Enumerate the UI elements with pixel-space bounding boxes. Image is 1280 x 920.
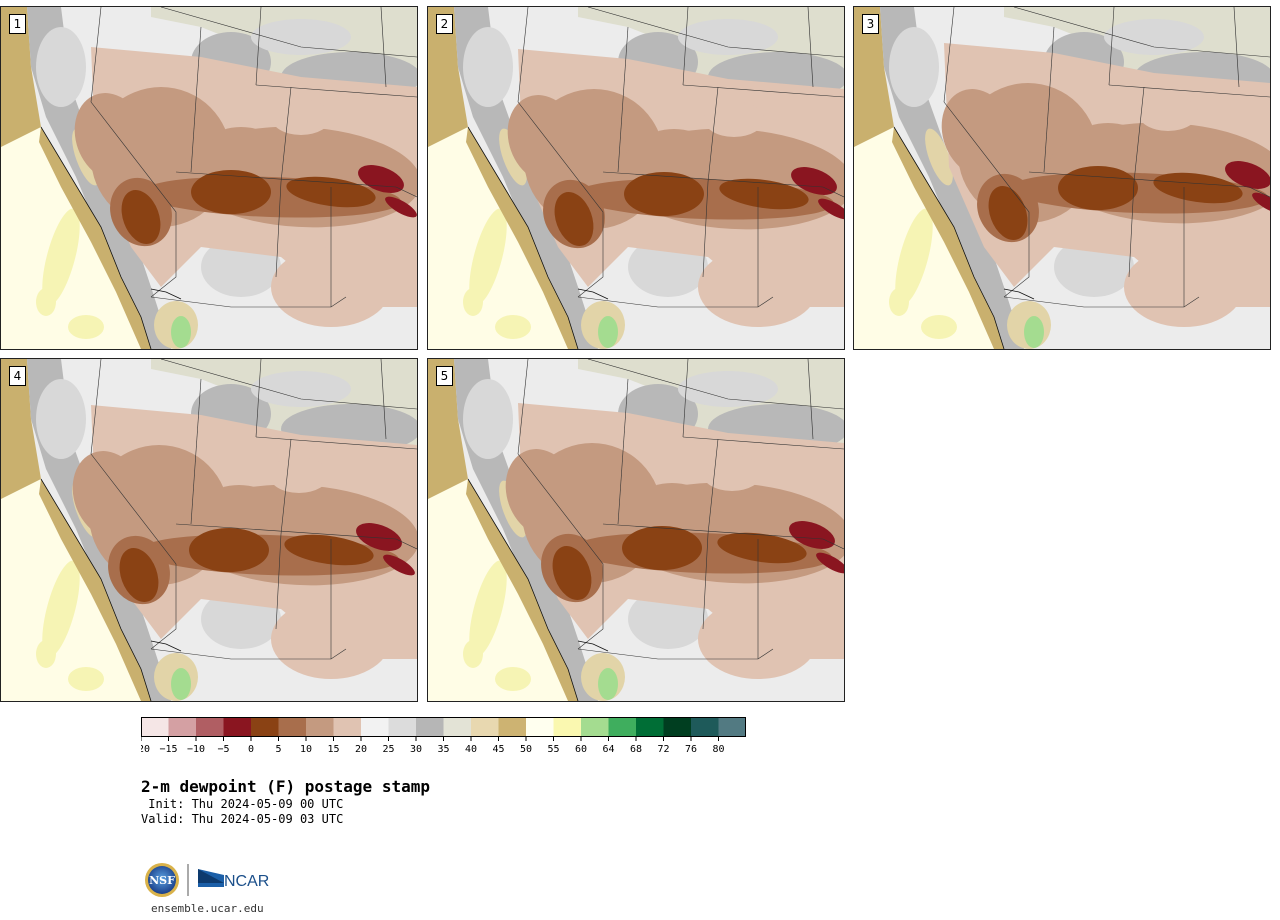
- panel-number: 1: [9, 14, 26, 34]
- nsf-logo-text: NSF: [149, 874, 175, 887]
- colorbar-tick-label: 64: [602, 744, 614, 755]
- panel-number: 3: [862, 14, 879, 34]
- colorbar-tick-label: 5: [275, 744, 281, 755]
- colorbar-tick-label: −10: [187, 744, 205, 755]
- map-panel-2: 2: [427, 6, 845, 350]
- colorbar-tick-label: 50: [520, 744, 532, 755]
- colorbar-segment: [278, 717, 306, 737]
- colorbar-segment: [581, 717, 609, 737]
- colorbar-segment: [663, 717, 691, 737]
- colorbar-tick-label: 10: [300, 744, 312, 755]
- colorbar-tick-label: −15: [159, 744, 177, 755]
- colorbar-segment: [223, 717, 251, 737]
- colorbar-tick-label: 55: [547, 744, 559, 755]
- ncar-logo-icon: NCAR: [198, 869, 269, 890]
- dewpoint-map: [428, 359, 844, 701]
- dewpoint-map: [854, 7, 1270, 349]
- colorbar-segment: [691, 717, 719, 737]
- colorbar-tick-label: 60: [575, 744, 587, 755]
- colorbar-tick-label: 30: [410, 744, 422, 755]
- colorbar-segment: [196, 717, 224, 737]
- colorbar-tick-label: 45: [492, 744, 504, 755]
- colorbar-tick-label: 15: [327, 744, 339, 755]
- colorbar-tick-label: 0: [248, 744, 254, 755]
- panel-number: 2: [436, 14, 453, 34]
- site-url: ensemble.ucar.edu: [151, 902, 264, 915]
- dewpoint-map: [428, 7, 844, 349]
- dewpoint-map: [1, 7, 417, 349]
- colorbar-segment: [333, 717, 361, 737]
- nsf-ncar-logo: NSF NCAR: [145, 863, 269, 897]
- colorbar-tick-label: −20: [141, 744, 150, 755]
- colorbar-segment: [498, 717, 526, 737]
- colorbar-tick-label: 40: [465, 744, 477, 755]
- nsf-seal-icon: NSF: [145, 863, 179, 897]
- colorbar-tick-label: 35: [437, 744, 449, 755]
- init-time: Init: Thu 2024-05-09 00 UTC: [141, 797, 344, 811]
- colorbar-segment: [636, 717, 664, 737]
- colorbar-segment: [526, 717, 554, 737]
- colorbar-segment: [443, 717, 471, 737]
- map-panel-1: 1: [0, 6, 418, 350]
- colorbar-tick-label: 68: [630, 744, 642, 755]
- colorbar-segment: [251, 717, 279, 737]
- colorbar-segment: [141, 717, 169, 737]
- plot-title: 2-m dewpoint (F) postage stamp: [141, 777, 430, 796]
- colorbar-tick-label: 72: [657, 744, 669, 755]
- colorbar-tick-label: 76: [685, 744, 697, 755]
- ncar-logo-text: NCAR: [224, 873, 269, 890]
- colorbar-tick-label: −5: [217, 744, 229, 755]
- map-panel-3: 3: [853, 6, 1271, 350]
- colorbar-segment: [388, 717, 416, 737]
- colorbar-segment: [306, 717, 334, 737]
- valid-time: Valid: Thu 2024-05-09 03 UTC: [141, 812, 344, 826]
- colorbar-segment: [168, 717, 196, 737]
- dewpoint-map: [1, 359, 417, 701]
- colorbar-segment: [553, 717, 581, 737]
- colorbar-segment: [361, 717, 389, 737]
- map-panel-4: 4: [0, 358, 418, 702]
- colorbar-tick-label: 20: [355, 744, 367, 755]
- colorbar-segment: [608, 717, 636, 737]
- map-panel-5: 5: [427, 358, 845, 702]
- colorbar-tick-label: 80: [712, 744, 724, 755]
- panel-number: 5: [436, 366, 453, 386]
- colorbar-segment: [416, 717, 444, 737]
- colorbar-segment: [471, 717, 499, 737]
- colorbar-segment: [718, 717, 746, 737]
- colorbar: −20 −15 −10 −5 0 5 10 15 20 25 30 35 40 45 50 55 60 64 68 7…: [141, 717, 746, 755]
- colorbar-tick-label: 25: [382, 744, 394, 755]
- panel-number: 4: [9, 366, 26, 386]
